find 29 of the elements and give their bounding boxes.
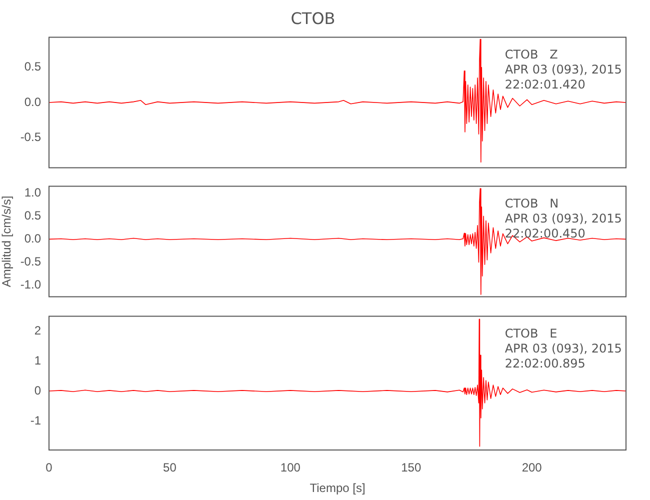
y-tick-label: 2 bbox=[34, 323, 42, 338]
y-tick-label: 1 bbox=[34, 353, 42, 368]
x-tick-label: 0 bbox=[46, 460, 53, 475]
y-tick-label: -1 bbox=[30, 413, 42, 428]
y-tick-label: 0.0 bbox=[24, 94, 42, 109]
x-tick-label: 50 bbox=[163, 460, 177, 475]
annotation: 22:02:01.420 bbox=[504, 77, 586, 92]
annotation: CTOB N bbox=[504, 196, 559, 210]
x-tick-label: 200 bbox=[522, 460, 542, 475]
annotation: CTOB E bbox=[504, 326, 558, 340]
y-tick-label: -1.0 bbox=[20, 278, 42, 292]
annotation: 22:02:00.895 bbox=[504, 356, 586, 370]
annotation: APR 03 (093), 2015 bbox=[504, 62, 622, 76]
annotation: APR 03 (093), 2015 bbox=[504, 341, 622, 356]
y-tick-label: 0.0 bbox=[24, 232, 42, 246]
annotation: 22:02:00.450 bbox=[504, 226, 586, 240]
chart-title: CTOB bbox=[290, 8, 336, 28]
y-tick-label: -0.5 bbox=[20, 130, 42, 144]
y-tick-label: 0.5 bbox=[24, 208, 42, 222]
y-tick-label: 0 bbox=[34, 383, 42, 398]
y-tick-label: -0.5 bbox=[20, 254, 42, 269]
x-tick-label: 150 bbox=[401, 460, 422, 475]
y-tick-label: 0.5 bbox=[24, 60, 42, 74]
x-tick-label: 100 bbox=[280, 460, 301, 475]
y-tick-label: 1.0 bbox=[24, 185, 42, 200]
annotation: CTOB Z bbox=[504, 47, 558, 62]
y-axis-title: Amplitud [cm/s/s] bbox=[0, 196, 14, 288]
annotation: APR 03 (093), 2015 bbox=[504, 211, 622, 226]
x-axis-title: Tiempo [s] bbox=[310, 481, 366, 496]
